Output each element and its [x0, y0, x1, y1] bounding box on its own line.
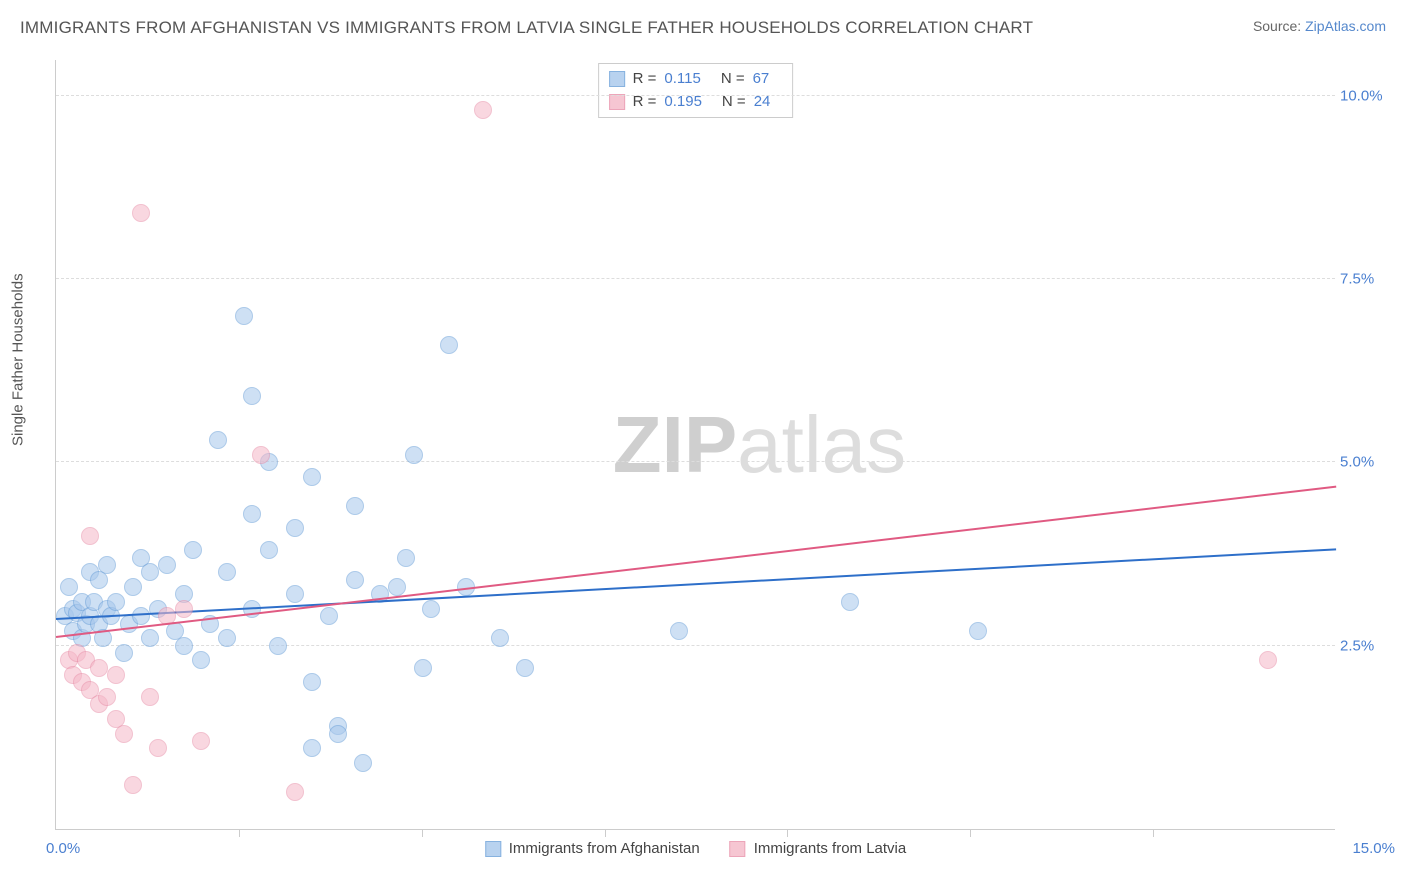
grid-line [56, 278, 1335, 279]
scatter-point [60, 578, 78, 596]
source-label: Source: ZipAtlas.com [1253, 18, 1386, 34]
x-tick [422, 829, 423, 837]
scatter-point [98, 688, 116, 706]
scatter-point [132, 204, 150, 222]
scatter-point [184, 541, 202, 559]
scatter-point [388, 578, 406, 596]
scatter-point [286, 783, 304, 801]
source-link[interactable]: ZipAtlas.com [1305, 18, 1386, 34]
y-tick-label: 5.0% [1340, 454, 1395, 471]
scatter-point [132, 607, 150, 625]
legend-series: Immigrants from Afghanistan Immigrants fr… [485, 840, 906, 857]
legend-swatch [609, 94, 625, 110]
scatter-point [303, 468, 321, 486]
n-value: 67 [753, 68, 770, 91]
scatter-point [192, 651, 210, 669]
scatter-point [81, 527, 99, 545]
scatter-point [115, 725, 133, 743]
legend-series-item: Immigrants from Afghanistan [485, 840, 700, 857]
scatter-point [260, 541, 278, 559]
legend-series-item: Immigrants from Latvia [730, 840, 907, 857]
legend-stat-row: R = 0.115 N = 67 [609, 68, 783, 91]
grid-line [56, 95, 1335, 96]
scatter-point [141, 629, 159, 647]
source-prefix: Source: [1253, 18, 1305, 34]
scatter-point [209, 431, 227, 449]
scatter-point [243, 387, 261, 405]
scatter-point [329, 725, 347, 743]
scatter-point [303, 739, 321, 757]
scatter-point [354, 754, 372, 772]
scatter-point [192, 732, 210, 750]
x-tick [239, 829, 240, 837]
watermark: ZIPatlas [613, 399, 906, 491]
scatter-point [175, 637, 193, 655]
scatter-point [286, 585, 304, 603]
r-label: R = [633, 68, 657, 91]
scatter-point [218, 563, 236, 581]
scatter-point [124, 776, 142, 794]
scatter-point [269, 637, 287, 655]
scatter-point [405, 446, 423, 464]
scatter-point [252, 446, 270, 464]
scatter-point [670, 622, 688, 640]
legend-series-label: Immigrants from Afghanistan [509, 840, 700, 857]
x-tick [605, 829, 606, 837]
x-tick [970, 829, 971, 837]
scatter-point [969, 622, 987, 640]
legend-stats: R =0.115N =67R =0.195N =24 [598, 63, 794, 118]
scatter-point [422, 600, 440, 618]
scatter-point [115, 644, 133, 662]
scatter-point [516, 659, 534, 677]
scatter-point [841, 593, 859, 611]
y-tick-label: 10.0% [1340, 87, 1395, 104]
n-label: N = [721, 68, 745, 91]
x-tick [787, 829, 788, 837]
scatter-point [303, 673, 321, 691]
scatter-point [149, 739, 167, 757]
x-axis-min-label: 0.0% [46, 840, 80, 857]
legend-swatch [730, 841, 746, 857]
scatter-point [491, 629, 509, 647]
legend-swatch [609, 71, 625, 87]
legend-series-label: Immigrants from Latvia [754, 840, 907, 857]
y-tick-label: 7.5% [1340, 271, 1395, 288]
scatter-point [1259, 651, 1277, 669]
scatter-point [141, 563, 159, 581]
scatter-point [414, 659, 432, 677]
scatter-point [397, 549, 415, 567]
watermark-light: atlas [737, 400, 906, 489]
plot-area: ZIPatlas R =0.115N =67R =0.195N =24 0.0%… [55, 60, 1335, 830]
scatter-point [90, 659, 108, 677]
scatter-point [440, 336, 458, 354]
scatter-point [286, 519, 304, 537]
scatter-point [320, 607, 338, 625]
watermark-bold: ZIP [613, 400, 737, 489]
scatter-point [124, 578, 142, 596]
scatter-point [243, 505, 261, 523]
scatter-point [158, 556, 176, 574]
scatter-point [175, 600, 193, 618]
scatter-point [474, 101, 492, 119]
scatter-point [107, 666, 125, 684]
y-tick-label: 2.5% [1340, 637, 1395, 654]
x-tick [1153, 829, 1154, 837]
r-value: 0.115 [664, 68, 700, 91]
scatter-point [141, 688, 159, 706]
scatter-point [107, 593, 125, 611]
x-axis-max-label: 15.0% [1352, 840, 1395, 857]
y-axis-label: Single Father Households [10, 273, 27, 446]
trend-line [56, 548, 1336, 620]
grid-line [56, 645, 1335, 646]
chart-title: IMMIGRANTS FROM AFGHANISTAN VS IMMIGRANT… [20, 18, 1033, 38]
scatter-point [346, 571, 364, 589]
scatter-point [346, 497, 364, 515]
grid-line [56, 461, 1335, 462]
scatter-point [98, 556, 116, 574]
chart-container: IMMIGRANTS FROM AFGHANISTAN VS IMMIGRANT… [0, 0, 1406, 892]
scatter-point [235, 307, 253, 325]
scatter-point [218, 629, 236, 647]
legend-swatch [485, 841, 501, 857]
